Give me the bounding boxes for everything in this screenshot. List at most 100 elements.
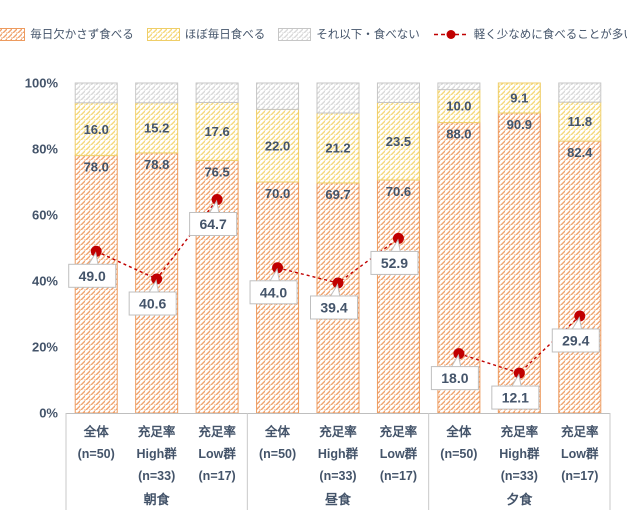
x-category-label: 充足率 <box>380 424 418 439</box>
chart-legend: 毎日欠かさず食べる ほぼ毎日食べる それ以下・食べない 軽く少なめに食べることが… <box>0 26 627 42</box>
bar-segment <box>497 82 541 114</box>
bar-segment-label: 17.6 <box>204 124 229 139</box>
x-category-label: (n=17) <box>199 469 236 483</box>
bar-segment <box>558 82 602 103</box>
x-category-label: 全体 <box>264 424 291 439</box>
x-category-label: High群 <box>499 446 540 461</box>
line-marker <box>574 310 586 322</box>
callout-box <box>551 328 600 353</box>
line-marker <box>453 348 465 360</box>
line-marker <box>332 277 344 289</box>
callout-box <box>370 250 419 275</box>
callout-box <box>491 385 540 410</box>
legend-label: ほぼ毎日食べる <box>184 29 266 41</box>
hatch-swatch-icon <box>278 27 312 41</box>
x-category-label: High群 <box>318 446 359 461</box>
bar-segment-label: 78.0 <box>84 160 109 175</box>
y-tick-label: 60% <box>32 208 58 223</box>
hatch-swatch-icon <box>146 27 180 41</box>
bar-segment <box>376 101 420 181</box>
bar-segment <box>256 82 300 110</box>
line-marker <box>151 273 163 285</box>
x-category-label: (n=50) <box>78 447 115 461</box>
dashed-line-marker-icon <box>433 29 468 39</box>
bar-segment <box>195 101 239 162</box>
x-group-label: 夕食 <box>506 492 533 507</box>
bar-segment-label: 88.0 <box>446 127 471 142</box>
callout-value: 29.4 <box>562 332 589 348</box>
bar-segment-label: 78.8 <box>144 157 169 172</box>
bar-segment <box>558 140 602 414</box>
x-category-label: 全体 <box>445 424 472 439</box>
bar-segment-label: 22.0 <box>265 138 290 153</box>
bar-segment-label: 70.6 <box>386 184 411 199</box>
callout-value: 18.0 <box>441 370 468 386</box>
legend-item: 軽く少なめに食べることが多い <box>433 26 627 42</box>
bar-segment-label: 69.7 <box>325 187 350 202</box>
line-marker <box>392 232 404 244</box>
callout-value: 44.0 <box>260 284 287 300</box>
bar-segment-label: 23.5 <box>386 134 411 149</box>
bar-segment <box>195 82 239 103</box>
line-marker <box>513 367 525 379</box>
bar-segment <box>376 82 420 103</box>
x-category-label: (n=33) <box>501 469 538 483</box>
bar-segment <box>376 179 420 414</box>
line-marker <box>90 245 102 257</box>
x-group-label: 朝食 <box>144 492 171 507</box>
bar-segment <box>135 82 179 104</box>
legend-label: 軽く少なめに食べることが多い <box>473 29 627 41</box>
x-category-label: (n=17) <box>561 469 598 483</box>
y-tick-label: 20% <box>32 340 58 355</box>
callout-box <box>128 291 177 316</box>
x-category-label: (n=33) <box>138 469 175 483</box>
bar-segment <box>437 89 481 124</box>
legend-item: ほぼ毎日食べる <box>146 26 266 42</box>
x-category-label: 充足率 <box>561 424 599 439</box>
callout-value: 52.9 <box>381 255 408 271</box>
bar-segment-label: 15.2 <box>144 120 169 135</box>
y-tick-label: 100% <box>25 76 59 91</box>
bar-segment-label: 82.4 <box>567 145 593 160</box>
bar-segment-label: 90.9 <box>507 117 532 132</box>
x-category-label: High群 <box>137 446 178 461</box>
callout-box <box>249 280 298 305</box>
legend-item: 毎日欠かさず食べる <box>0 26 134 42</box>
callout-box <box>189 211 238 236</box>
bar-segment <box>316 82 360 114</box>
callout-value: 40.6 <box>139 296 166 312</box>
x-category-label: Low群 <box>561 446 599 461</box>
bar-segment-label: 21.2 <box>325 141 350 156</box>
y-tick-label: 80% <box>32 142 58 157</box>
callout-box <box>310 295 358 320</box>
bar-segment <box>558 101 602 142</box>
x-category-label: 充足率 <box>198 424 236 439</box>
bar-segment-label: 10.0 <box>446 99 471 114</box>
x-category-label: (n=33) <box>319 469 356 483</box>
bar-segment <box>135 102 179 154</box>
x-category-label: (n=50) <box>259 447 296 461</box>
bar-segment <box>316 112 360 184</box>
bar-segment-label: 9.1 <box>510 91 528 106</box>
callout-value: 49.0 <box>79 268 106 284</box>
bar-segment-label: 70.0 <box>265 186 290 201</box>
bar-segment <box>437 82 481 91</box>
y-tick-label: 0% <box>39 406 58 421</box>
x-category-label: (n=50) <box>440 447 477 461</box>
x-category-label: 充足率 <box>501 424 539 439</box>
bar-segment <box>74 102 118 157</box>
legend-item: それ以下・食べない <box>278 26 420 42</box>
callout-box <box>68 263 117 288</box>
callout-value: 64.7 <box>199 216 226 232</box>
hatch-swatch-icon <box>0 27 26 41</box>
legend-label: 毎日欠かさず食べる <box>30 29 134 41</box>
bar-segment <box>256 108 300 183</box>
x-group-label: 昼食 <box>325 492 352 507</box>
callout-value: 12.1 <box>502 390 529 406</box>
x-category-label: 充足率 <box>319 424 357 439</box>
bar-segment-label: 76.5 <box>204 165 229 180</box>
line-marker <box>272 262 284 274</box>
line-marker <box>211 193 223 205</box>
x-category-label: Low群 <box>380 446 418 461</box>
